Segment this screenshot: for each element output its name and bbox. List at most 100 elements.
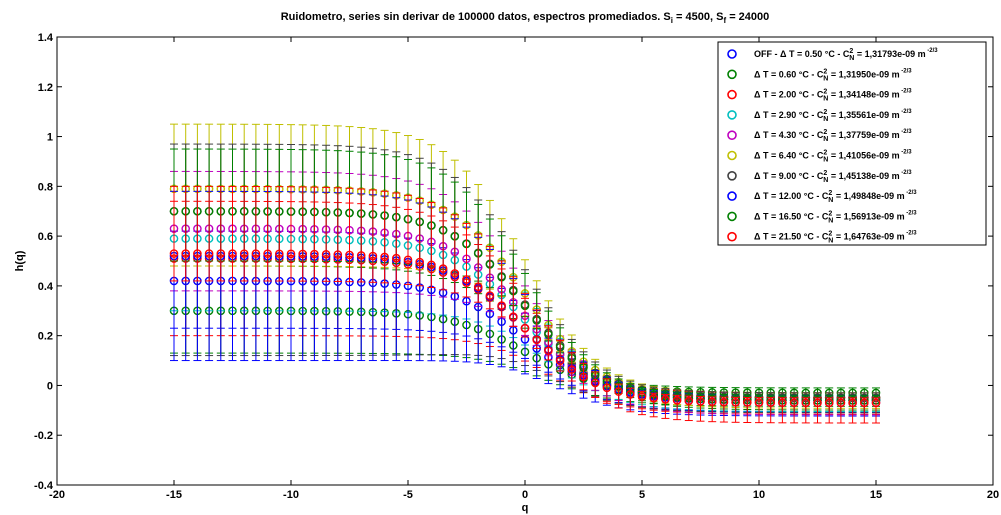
- x-tick-label: -15: [166, 489, 182, 501]
- data-point: [707, 397, 717, 407]
- legend-label: Δ T = 2.90 °C - C2 N = 1,35561e-09 m -2/3: [754, 109, 912, 123]
- data-point: [450, 269, 460, 278]
- data-point: [239, 249, 249, 258]
- legend-item: Δ T = 16.50 °C - C2 N = 1,56913e-09 m -2/…: [727, 210, 917, 224]
- legend-item: Δ T = 0.60 °C - C2 N = 1,31950e-09 m -2/3: [727, 68, 912, 82]
- y-tick-label: 1.2: [38, 82, 53, 94]
- data-point: [871, 398, 881, 408]
- data-point: [836, 398, 846, 408]
- legend-marker: [727, 110, 737, 120]
- data-point: [438, 264, 448, 273]
- y-tick-label: -0.4: [34, 480, 54, 492]
- legend-label: Δ T = 4.30 °C - C2 N = 1,37759e-09 m -2/3: [754, 129, 912, 143]
- data-point: [368, 251, 378, 261]
- data-point: [778, 398, 787, 408]
- data-point: [310, 249, 319, 259]
- y-axis-label: h(q): [14, 250, 26, 271]
- data-point: [485, 291, 495, 300]
- y-tick-label: 0.2: [38, 331, 53, 343]
- x-tick-label: 10: [753, 489, 765, 501]
- legend-marker: [727, 191, 737, 201]
- plot-area: [169, 123, 881, 424]
- data-point: [684, 396, 694, 406]
- y-tick-label: 1.4: [38, 32, 54, 44]
- data-point: [754, 398, 764, 407]
- legend-label: Δ T = 2.00 °C - C2 N = 1,34148e-09 m -2/3: [754, 89, 912, 103]
- x-tick-label: 0: [522, 489, 528, 501]
- data-point: [216, 249, 226, 258]
- x-tick-label: -5: [403, 489, 413, 501]
- data-point: [848, 398, 857, 408]
- legend-marker: [727, 211, 737, 222]
- x-tick-label: 5: [639, 489, 645, 501]
- legend-item: Δ T = 2.90 °C - C2 N = 1,35561e-09 m -2/3: [727, 109, 912, 123]
- legend-label: Δ T = 21.50 °C - C2 N = 1,64763e-09 m -2/…: [754, 231, 917, 245]
- legend-marker: [727, 69, 737, 80]
- data-point: [860, 398, 869, 408]
- data-point: [590, 378, 600, 388]
- data-point: [263, 249, 272, 258]
- data-point: [649, 393, 659, 403]
- data-point: [356, 251, 366, 260]
- data-point: [743, 398, 752, 407]
- y-tick-label: -0.2: [34, 430, 53, 442]
- data-point: [602, 383, 612, 393]
- y-tick-label: 1: [47, 132, 53, 144]
- legend-item: Δ T = 4.30 °C - C2 N = 1,37759e-09 m -2/3: [727, 129, 912, 143]
- title-sub-i: i: [671, 16, 673, 25]
- x-axis-label: q: [522, 502, 529, 514]
- data-point: [274, 249, 284, 259]
- data-point: [473, 282, 483, 292]
- legend-item: OFF - Δ T = 0.50 °C - C2 N = 1,31793e-09 …: [727, 48, 938, 62]
- legend-item: Δ T = 21.50 °C - C2 N = 1,64763e-09 m -2/…: [727, 231, 917, 245]
- series-9: [169, 185, 881, 424]
- y-tick-label: 0.8: [38, 181, 53, 193]
- data-point: [169, 249, 179, 258]
- data-point: [719, 397, 729, 407]
- y-tick-label: 0.6: [38, 231, 53, 243]
- data-point: [286, 249, 296, 259]
- data-point: [204, 249, 214, 258]
- data-point: [555, 356, 565, 366]
- legend-marker: [727, 171, 737, 181]
- data-point: [415, 257, 425, 267]
- legend-item: Δ T = 9.00 °C - C2 N = 1,45138e-09 m -2/3: [727, 170, 912, 184]
- legend-marker: [727, 130, 737, 140]
- data-point: [626, 390, 635, 399]
- title-main: Ruidometro, series sin derivar de 100000…: [281, 11, 671, 23]
- data-point: [520, 323, 530, 333]
- data-point: [345, 250, 354, 260]
- data-point: [321, 249, 331, 259]
- legend-marker: [727, 150, 737, 161]
- data-point: [824, 398, 834, 408]
- data-point: [579, 372, 588, 382]
- data-point: [532, 335, 542, 345]
- legend-item: Δ T = 6.40 °C - C2 N = 1,41056e-09 m -2/3: [727, 150, 912, 164]
- data-point: [462, 275, 471, 284]
- legend-item: Δ T = 12.00 °C - C2 N = 1,49848e-09 m -2/…: [727, 190, 917, 204]
- title-end: = 24000: [726, 11, 769, 23]
- x-tick-label: 20: [987, 489, 999, 501]
- legend-label: Δ T = 12.00 °C - C2 N = 1,49848e-09 m -2/…: [754, 190, 917, 204]
- y-tick-label: 0.4: [38, 281, 54, 293]
- data-point: [181, 249, 190, 258]
- data-point: [333, 250, 343, 259]
- data-point: [614, 387, 623, 396]
- legend-marker: [727, 89, 737, 100]
- legend-label: Δ T = 9.00 °C - C2 N = 1,45138e-09 m -2/3: [754, 170, 912, 184]
- data-point: [228, 249, 237, 258]
- legend: OFF - Δ T = 0.50 °C - C2 N = 1,31793e-09 …: [717, 41, 987, 246]
- title-mid: = 4500, S: [673, 11, 723, 23]
- data-point: [789, 398, 799, 408]
- legend-box: [717, 41, 987, 246]
- legend-label: Δ T = 16.50 °C - C2 N = 1,56913e-09 m -2/…: [754, 210, 917, 224]
- data-point: [508, 312, 518, 321]
- data-point: [391, 253, 401, 263]
- data-point: [813, 398, 822, 408]
- legend-marker: [727, 231, 737, 242]
- axes: -20 -15 -10 -5 0 5 10 15 20 -0.4 -0.2 0 0.2 0.4 0.6 0.8…: [34, 32, 999, 501]
- data-point: [427, 260, 436, 270]
- data-point: [731, 398, 740, 407]
